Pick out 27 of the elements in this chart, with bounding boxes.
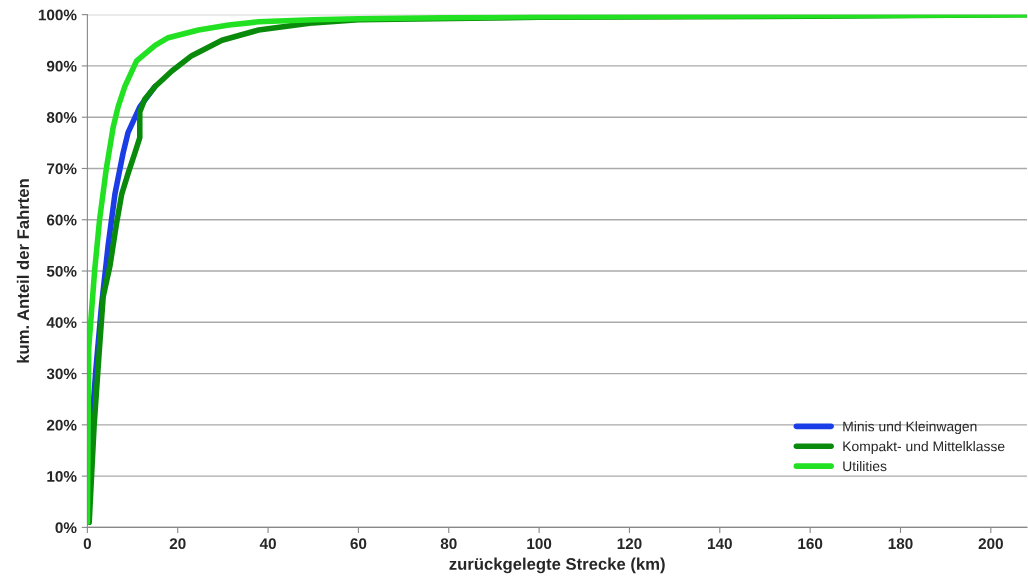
x-tick-label: 120 bbox=[617, 538, 642, 550]
y-tick-label: 80% bbox=[46, 112, 77, 123]
y-tick-label: 60% bbox=[46, 214, 77, 226]
y-tick-label: 100% bbox=[38, 9, 77, 21]
x-axis-title: zurückgelegte Strecke (km) bbox=[449, 557, 665, 574]
y-tick-label: 20% bbox=[46, 419, 77, 431]
x-tick-label: 40 bbox=[259, 538, 276, 550]
x-tick-label: 200 bbox=[978, 538, 1003, 550]
x-tick-label: 80 bbox=[440, 538, 457, 550]
x-tick-label: 140 bbox=[708, 538, 732, 550]
y-tick-label: 70% bbox=[47, 163, 77, 175]
x-tick-label: 160 bbox=[798, 538, 823, 550]
y-tick-label: 40% bbox=[46, 317, 77, 328]
x-tick-label: 20 bbox=[169, 538, 186, 550]
x-tick-label: 100 bbox=[527, 538, 552, 550]
x-tick-label: 60 bbox=[350, 538, 367, 550]
y-tick-label: 30% bbox=[46, 368, 77, 380]
y-tick-label: 0% bbox=[55, 522, 77, 534]
legend-label: Utilities bbox=[843, 460, 887, 472]
x-tick-label: 0 bbox=[83, 538, 91, 550]
y-tick-label: 50% bbox=[46, 265, 77, 277]
x-tick-label: 180 bbox=[888, 538, 913, 550]
y-tick-label: 90% bbox=[46, 60, 77, 72]
y-axis-title: kum. Anteil der Fahrten bbox=[16, 179, 30, 363]
legend-label: Kompakt- und Mittelklasse bbox=[843, 441, 1005, 454]
y-tick-label: 10% bbox=[47, 470, 77, 482]
legend-label: Minis und Kleinwagen bbox=[843, 421, 977, 435]
